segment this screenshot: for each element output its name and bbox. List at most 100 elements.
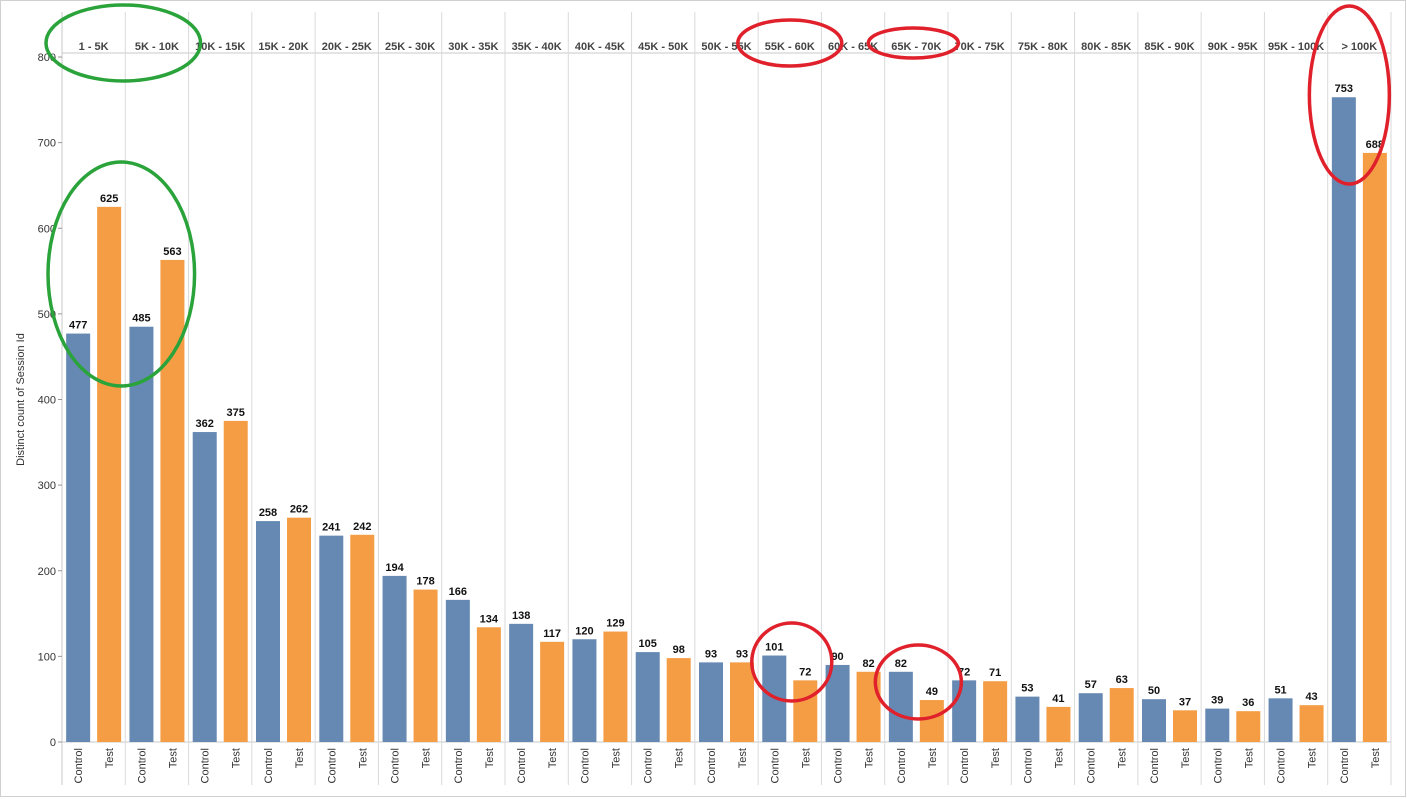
data-label: 477 — [69, 320, 87, 332]
group-label: Test — [1117, 748, 1129, 768]
group-label: Test — [1243, 748, 1255, 768]
bar-test — [983, 681, 1008, 742]
data-label: 57 — [1085, 679, 1097, 691]
data-label: 43 — [1305, 691, 1317, 703]
group-label: Test — [800, 748, 812, 768]
category-label: 25K - 30K — [385, 41, 435, 53]
category-label: 30K - 35K — [448, 41, 498, 53]
data-label: 105 — [639, 638, 657, 650]
group-label: Test — [1180, 748, 1192, 768]
category-label: 80K - 85K — [1081, 41, 1131, 53]
group-label: Test — [357, 748, 369, 768]
bar-control — [445, 599, 470, 742]
data-label: 93 — [705, 648, 717, 660]
data-label: 82 — [895, 658, 907, 670]
bar-test — [1046, 706, 1071, 742]
group-label: Control — [643, 748, 655, 783]
category-label: 55K - 60K — [765, 41, 815, 53]
group-label: Test — [610, 748, 622, 768]
bar-test — [1362, 152, 1387, 742]
bar-control — [572, 639, 597, 742]
bar-control — [319, 535, 344, 742]
category-label: 35K - 40K — [512, 41, 562, 53]
group-label: Control — [200, 748, 212, 783]
bar-test — [1236, 711, 1261, 742]
bar-control — [888, 671, 913, 742]
y-tick-label: 0 — [50, 737, 56, 749]
data-label: 563 — [163, 246, 181, 258]
bar-control — [192, 432, 217, 742]
data-label: 258 — [259, 507, 277, 519]
group-label: Control — [516, 748, 528, 783]
category-label: > 100K — [1341, 41, 1377, 53]
bar-test — [919, 700, 944, 742]
group-label: Control — [833, 748, 845, 783]
category-label: 10K - 15K — [195, 41, 245, 53]
bar-test — [603, 631, 628, 742]
data-label: 120 — [575, 625, 593, 637]
data-label: 63 — [1116, 674, 1128, 686]
group-label: Control — [390, 748, 402, 783]
data-label: 166 — [449, 586, 467, 598]
y-tick-label: 300 — [38, 480, 56, 492]
bar-control — [635, 652, 660, 742]
bar-control — [1078, 693, 1103, 742]
group-label: Control — [1086, 748, 1098, 783]
group-label: Control — [136, 748, 148, 783]
category-label: 85K - 90K — [1144, 41, 1194, 53]
bar-test — [97, 206, 122, 742]
data-label: 194 — [385, 562, 404, 574]
bar-test — [1109, 688, 1134, 742]
group-label: Control — [1276, 748, 1288, 783]
bar-test — [413, 589, 438, 742]
bar-test — [540, 641, 565, 742]
red-annotation-ellipse — [750, 621, 834, 703]
data-label: 37 — [1179, 696, 1191, 708]
bar-test — [1299, 705, 1324, 742]
data-label: 362 — [196, 418, 214, 430]
category-label: 70K - 75K — [955, 41, 1005, 53]
y-tick-label: 100 — [38, 651, 56, 663]
group-label: Test — [104, 748, 116, 768]
bar-control — [66, 333, 91, 742]
y-tick-label: 400 — [38, 395, 56, 407]
group-label: Control — [453, 748, 465, 783]
y-tick-label: 600 — [38, 223, 56, 235]
group-label: Control — [1212, 748, 1224, 783]
group-label: Control — [959, 748, 971, 783]
bar-test — [476, 627, 501, 742]
y-tick-label: 700 — [38, 138, 56, 150]
data-label: 242 — [353, 521, 371, 533]
data-label: 262 — [290, 504, 308, 516]
bar-test — [350, 534, 375, 742]
y-tick-label: 200 — [38, 566, 56, 578]
bar-test — [666, 658, 691, 742]
data-label: 72 — [799, 666, 811, 678]
red-annotation-ellipse — [873, 643, 964, 721]
group-label: Control — [73, 748, 85, 783]
group-label: Control — [579, 748, 591, 783]
group-label: Control — [769, 748, 781, 783]
group-label: Test — [737, 748, 749, 768]
data-label: 82 — [862, 658, 874, 670]
group-label: Test — [990, 748, 1002, 768]
bar-test — [1173, 710, 1197, 742]
bar-control — [382, 575, 407, 742]
data-label: 753 — [1335, 83, 1353, 95]
bar-control — [1205, 708, 1230, 742]
category-label: 15K - 20K — [258, 41, 308, 53]
data-label: 178 — [416, 576, 434, 588]
red-annotation-ellipse — [1307, 4, 1392, 186]
data-label: 49 — [926, 686, 938, 698]
category-label: 40K - 45K — [575, 41, 625, 53]
data-label: 53 — [1021, 683, 1033, 695]
category-label: 45K - 50K — [638, 41, 688, 53]
bar-control — [1331, 97, 1356, 742]
data-label: 625 — [100, 193, 118, 205]
category-label: 5K - 10K — [135, 41, 179, 53]
group-label: Test — [484, 748, 496, 768]
category-label: 50K - 55K — [701, 41, 751, 53]
group-label: Test — [231, 748, 243, 768]
red-annotation-ellipse — [866, 26, 961, 60]
